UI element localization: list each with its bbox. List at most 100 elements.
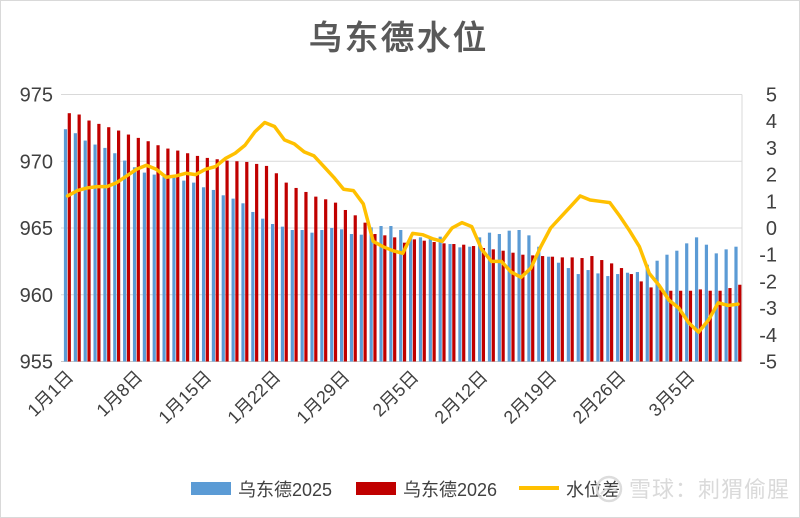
bar-2026 bbox=[738, 284, 742, 362]
x-axis-tick-label: 1月1日 bbox=[24, 367, 78, 421]
bar-2026 bbox=[373, 234, 377, 362]
x-axis-tick-label: 2月12日 bbox=[431, 367, 492, 428]
legend-label-2026: 乌东德2026 bbox=[403, 480, 497, 500]
bar-2026 bbox=[550, 256, 555, 362]
bar-2025 bbox=[458, 247, 462, 362]
bar-2025 bbox=[448, 244, 452, 362]
legend-label-diff: 水位差 bbox=[566, 480, 620, 500]
bar-2025 bbox=[547, 256, 551, 362]
bar-2026 bbox=[274, 173, 278, 362]
bar-2026 bbox=[215, 159, 219, 362]
x-axis-tick-label: 2月19日 bbox=[500, 367, 561, 428]
bar-2026 bbox=[669, 290, 673, 362]
bar-2025 bbox=[645, 264, 649, 362]
bar-2026 bbox=[284, 182, 288, 362]
right-axis-tick-label: -2 bbox=[759, 271, 777, 293]
bar-2026 bbox=[521, 254, 525, 362]
bar-2025 bbox=[300, 230, 304, 362]
bar-2026 bbox=[481, 248, 486, 362]
bar-2026 bbox=[412, 239, 417, 362]
bar-2025 bbox=[655, 260, 659, 362]
bar-2025 bbox=[152, 174, 156, 362]
bar-2025 bbox=[63, 129, 68, 362]
bar-2026 bbox=[324, 199, 328, 362]
bar-2025 bbox=[685, 243, 689, 362]
bar-2025 bbox=[606, 276, 610, 362]
diff-line bbox=[65, 120, 740, 334]
bar-2025 bbox=[290, 230, 294, 362]
bars-2025 bbox=[63, 129, 738, 362]
bar-2026 bbox=[501, 250, 505, 362]
bar-2025 bbox=[418, 237, 423, 362]
bar-2026 bbox=[708, 290, 712, 362]
bar-2026 bbox=[698, 289, 702, 362]
bar-2025 bbox=[310, 232, 314, 362]
bar-2025 bbox=[339, 229, 344, 362]
bar-2025 bbox=[487, 232, 492, 362]
chart-legend: 乌东德2025 乌东德2026 水位差 bbox=[191, 480, 620, 500]
bar-2025 bbox=[576, 274, 580, 362]
bar-2026 bbox=[314, 196, 318, 362]
bar-2026 bbox=[728, 288, 732, 362]
chart-title: 乌东德水位 bbox=[309, 19, 489, 57]
right-axis-tick-label: 5 bbox=[766, 85, 777, 107]
bar-2026 bbox=[363, 222, 367, 362]
bar-2026 bbox=[333, 202, 338, 362]
bar-2026 bbox=[67, 113, 71, 362]
bar-2026 bbox=[629, 274, 633, 362]
bar-2025 bbox=[330, 228, 334, 362]
left-axis-tick-label: 965 bbox=[20, 218, 53, 240]
bar-2025 bbox=[507, 230, 511, 362]
watermark: 雪球：刺猬偷腥 雪球：刺猬偷腥 bbox=[595, 475, 791, 503]
bar-2025 bbox=[625, 272, 630, 362]
watermark-text-highlight: 雪球：刺猬偷腥 bbox=[630, 478, 791, 503]
bar-2025 bbox=[517, 230, 521, 362]
left-axis-tick-label: 960 bbox=[20, 285, 53, 307]
bar-2026 bbox=[87, 120, 91, 362]
bar-2026 bbox=[126, 134, 131, 362]
bar-2025 bbox=[704, 244, 709, 362]
bar-2026 bbox=[570, 257, 574, 362]
x-axis-tick-label: 2月26日 bbox=[569, 367, 630, 428]
right-axis-tick-label: 1 bbox=[766, 191, 777, 213]
bar-2026 bbox=[294, 187, 298, 362]
bar-2026 bbox=[422, 240, 426, 362]
left-axis-tick-label: 970 bbox=[20, 151, 53, 173]
right-axis-tick-label: 4 bbox=[766, 111, 777, 133]
right-axis-tick-label: 2 bbox=[766, 165, 777, 187]
bar-2026 bbox=[452, 244, 456, 362]
bar-2025 bbox=[280, 226, 285, 362]
bar-2026 bbox=[402, 242, 407, 362]
bar-2026 bbox=[610, 263, 614, 362]
bar-2025 bbox=[93, 144, 97, 362]
bar-2026 bbox=[195, 155, 200, 362]
bar-2025 bbox=[694, 237, 699, 362]
right-axis-tick-label: -1 bbox=[759, 245, 777, 267]
bar-2026 bbox=[176, 150, 180, 362]
bar-2025 bbox=[616, 274, 620, 362]
bar-2025 bbox=[221, 195, 225, 362]
bar-2026 bbox=[166, 148, 170, 362]
bar-2026 bbox=[531, 255, 535, 362]
snowball-logo-swoosh bbox=[600, 487, 618, 495]
bar-2026 bbox=[540, 256, 545, 362]
snowball-logo-icon bbox=[595, 475, 623, 503]
bar-2025 bbox=[478, 237, 482, 362]
right-axis-tick-label: 0 bbox=[766, 218, 777, 240]
bar-2025 bbox=[231, 198, 235, 362]
bar-2025 bbox=[537, 246, 541, 362]
bar-2026 bbox=[383, 235, 387, 362]
legend-item-2025: 乌东德2025 bbox=[191, 480, 332, 500]
bar-2026 bbox=[186, 153, 190, 362]
bar-2025 bbox=[123, 160, 127, 362]
bar-2026 bbox=[471, 246, 476, 362]
bar-2026 bbox=[560, 257, 564, 362]
bar-2025 bbox=[270, 224, 275, 362]
x-axis-tick-label: 2月5日 bbox=[369, 367, 423, 421]
bar-2025 bbox=[142, 172, 146, 362]
bar-2025 bbox=[566, 268, 570, 362]
x-axis-tick-label: 3月5日 bbox=[645, 367, 699, 421]
bar-2025 bbox=[556, 262, 561, 362]
